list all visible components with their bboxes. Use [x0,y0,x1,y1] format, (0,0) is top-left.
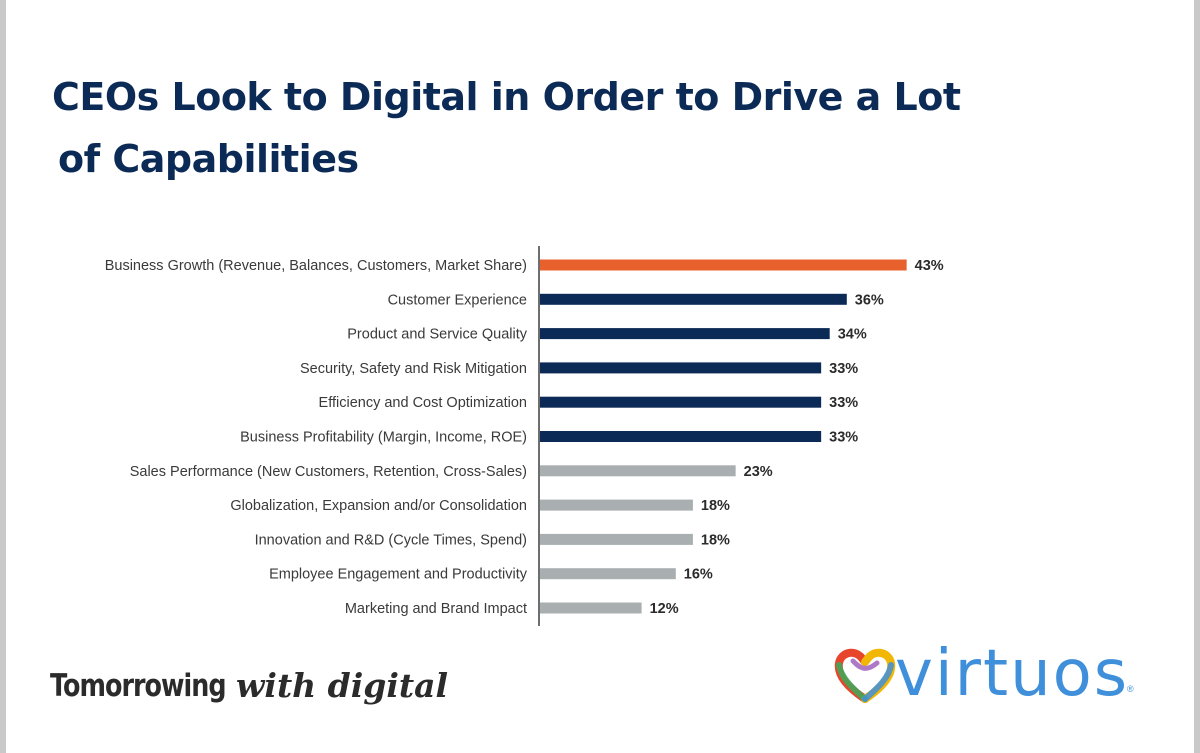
bar [539,362,822,374]
category-label: Business Profitability (Margin, Income, … [240,430,527,446]
category-label: Innovation and R&D (Cycle Times, Spend) [255,532,527,548]
data-label: 33% [829,361,858,377]
bar [539,431,822,442]
slogan: Tomorrowing with digital [50,666,448,705]
bar [539,293,847,305]
bar [539,396,822,408]
data-label: 18% [701,498,730,514]
bar [539,602,642,614]
category-label: Efficiency and Cost Optimization [319,395,527,411]
frame-right-border [1194,0,1200,753]
bar [539,328,830,340]
logo-registered-mark: ® [1127,684,1134,694]
data-label: 43% [915,258,944,274]
category-label: Sales Performance (New Customers, Retent… [130,464,527,480]
bar [539,259,907,271]
data-label: 33% [829,395,858,411]
bar [539,499,693,511]
data-label: 34% [838,327,867,343]
slogan-script: with digital [236,666,449,705]
chart-title-line-1: CEOs Look to Digital in Order to Drive a… [52,75,961,119]
bar [539,533,693,545]
bar [539,465,736,477]
data-label: 18% [701,532,730,548]
bar-group: Business Growth (Revenue, Balances, Cust… [105,258,944,617]
chart-title: CEOs Look to Digital in Order to Drive a… [52,66,1052,190]
chart-title-line-2: of Capabilities [58,137,359,181]
data-label: 16% [684,567,713,583]
bar-chart: Business Growth (Revenue, Balances, Cust… [105,246,944,626]
category-label: Security, Safety and Risk Mitigation [300,361,527,377]
frame-left-border [0,0,6,753]
slogan-main: Tomorrowing [50,668,227,704]
data-label: 23% [744,464,773,480]
data-label: 36% [855,292,884,308]
category-label: Globalization, Expansion and/or Consolid… [230,498,527,514]
category-label: Business Growth (Revenue, Balances, Cust… [105,258,527,274]
logo-wordmark: virtuos [895,637,1130,711]
data-label: 12% [650,601,679,617]
category-label: Product and Service Quality [347,327,527,343]
category-label: Employee Engagement and Productivity [269,567,528,583]
data-label: 33% [829,430,858,446]
heart-logo-icon [834,648,896,703]
category-label: Customer Experience [388,292,527,308]
bar [539,568,676,580]
category-label: Marketing and Brand Impact [345,601,527,617]
